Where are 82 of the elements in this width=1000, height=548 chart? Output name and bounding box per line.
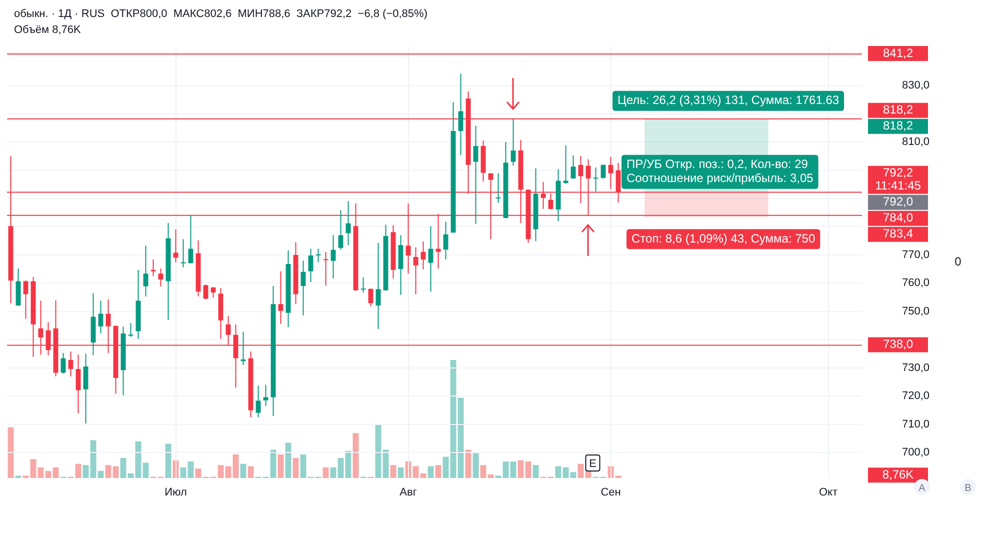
y-tick-label: 830,0 — [902, 80, 930, 92]
annotation: E — [589, 458, 596, 470]
ref-line-label: 841,2 — [882, 46, 914, 60]
candlestick — [98, 300, 104, 334]
ref-line-label: 784,0 — [882, 210, 914, 225]
candlestick — [376, 242, 381, 330]
candlestick — [316, 248, 321, 263]
text: 818,2 — [882, 118, 914, 133]
bar — [8, 427, 14, 478]
candlestick — [188, 214, 194, 264]
candlestick — [256, 385, 261, 418]
band-label: Стоп: 8,6 (1,09%) 43, Сумма: 750 — [632, 231, 816, 246]
y-tick-label: 810,0 — [902, 136, 930, 148]
candlestick — [496, 172, 501, 204]
text: 783,4 — [882, 226, 914, 241]
candlestick — [158, 268, 164, 288]
bar — [398, 467, 404, 478]
bar — [165, 444, 172, 478]
candlestick — [323, 251, 328, 286]
candlestick — [570, 155, 576, 180]
bar — [352, 433, 359, 478]
candlestick — [23, 280, 28, 320]
candlestick — [76, 354, 81, 414]
candlestick — [593, 166, 598, 192]
x-tick-label: Июл — [164, 486, 187, 499]
candlestick — [510, 118, 516, 166]
text: A — [918, 482, 926, 494]
bar — [292, 458, 299, 478]
annotation: ПР/УБ Откр. поз.: 0,2, Кол-во: 29 Соотношение риск/прибыль: 3,05 — [626, 157, 814, 186]
candlestick — [143, 245, 148, 297]
text: B — [964, 482, 972, 494]
bar — [532, 465, 539, 478]
x-tick-label: Сен — [600, 486, 621, 499]
bar — [248, 466, 254, 478]
y-tick-label: 760,0 — [902, 277, 930, 290]
chart-subtitle: Объём 8,76K — [14, 24, 82, 36]
candlestick — [330, 234, 336, 279]
candlestick — [278, 270, 284, 324]
bar — [240, 464, 246, 478]
candlestick — [68, 351, 74, 377]
bar — [428, 466, 434, 478]
candlestick — [563, 144, 568, 184]
y-tick-label: 700,0 — [902, 446, 930, 459]
candlestick — [458, 73, 464, 156]
candlestick — [203, 284, 208, 300]
bar — [285, 442, 292, 478]
candlestick — [608, 156, 614, 190]
candlestick — [428, 226, 434, 292]
candlestick — [338, 210, 344, 250]
candlestick — [83, 353, 88, 424]
bar — [465, 450, 472, 478]
chart-title: обыкн. · 1Д · RUS ОТКР800,0 МАКС802,6 МИН788,6 ЗАКР792,2 −6,8 (−0,85%) — [14, 8, 428, 20]
band-label: Цель: 26,2 (3,31%) 131, Сумма: 1761.63 — [618, 93, 840, 108]
bar — [322, 467, 329, 478]
ref-line-label: 738,0 — [882, 337, 914, 352]
candlestick — [360, 277, 366, 294]
candlestick — [473, 125, 478, 224]
y-tick-label: 720,0 — [902, 390, 930, 402]
candlestick — [180, 238, 186, 268]
y-tick-label: 710,0 — [902, 418, 930, 430]
bar — [390, 465, 396, 478]
text: 11:41:45 — [875, 178, 922, 193]
text: 0 — [954, 254, 962, 268]
text: 8,76K — [882, 467, 914, 482]
candlestick — [413, 246, 418, 295]
candlestick — [398, 234, 404, 296]
bar — [435, 465, 442, 478]
y-tick-label: 750,0 — [902, 305, 930, 318]
candlestick — [308, 248, 314, 283]
x-tick-label: Авг — [400, 486, 417, 499]
y-tick-label: 770,0 — [902, 248, 930, 261]
ref-line-label: 818,2 — [882, 102, 914, 117]
candlestick — [150, 258, 156, 277]
text: 792,0 — [882, 194, 914, 209]
candlestick — [600, 164, 606, 180]
ref-line-label: 792,2 — [882, 166, 914, 180]
x-tick-label: Окт — [818, 486, 838, 499]
bar — [278, 454, 284, 478]
bar — [472, 453, 479, 478]
candlestick — [173, 228, 178, 263]
y-tick-label: 730,0 — [902, 362, 930, 374]
candlestick — [300, 260, 306, 316]
